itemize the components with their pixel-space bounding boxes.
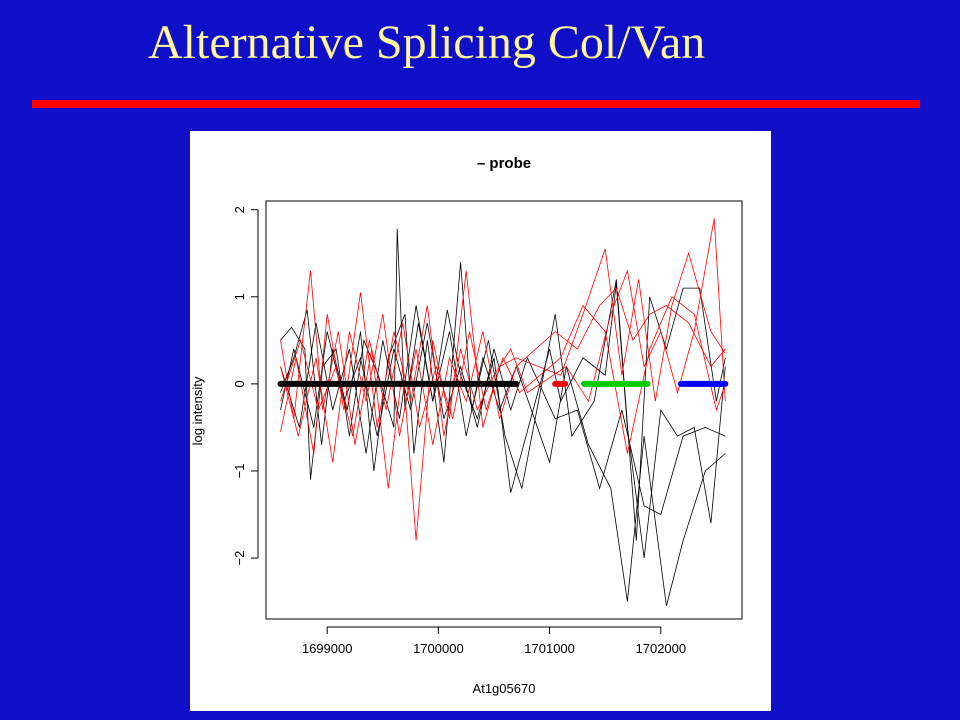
series-line-1 <box>280 228 726 559</box>
series-line-5 <box>280 248 726 541</box>
chart-title: – probe <box>477 155 531 172</box>
x-axis-label: At1g05670 <box>473 681 536 696</box>
y-tick-label: 1 <box>232 293 247 300</box>
x-tick-label: 1702000 <box>636 641 687 656</box>
x-tick-label: 1699000 <box>302 641 353 656</box>
y-tick-label: −1 <box>232 464 247 479</box>
title-rule <box>32 100 920 108</box>
series-line-6 <box>280 218 726 454</box>
series-line-4 <box>280 322 726 516</box>
plot-panel: – probe 1699000 1700000 1701000 1702000 −2−… <box>190 131 771 711</box>
intensity-chart: – probe 1699000 1700000 1701000 1702000 −2−… <box>190 155 743 696</box>
x-axis: 1699000 1700000 1701000 1702000 <box>302 626 687 656</box>
x-tick-label: 1701000 <box>524 641 575 656</box>
x-tick-label: 1700000 <box>413 641 464 656</box>
slide-title: Alternative Splicing Col/Van <box>148 16 706 69</box>
y-axis: −2 −1 0 1 2 <box>232 206 259 566</box>
series-layer <box>280 218 726 606</box>
y-tick-label: 2 <box>232 206 247 213</box>
y-tick-label: 0 <box>232 380 247 387</box>
series-line-8 <box>280 296 726 454</box>
series-line-7 <box>280 287 726 463</box>
plot-frame <box>265 200 743 620</box>
y-tick-label: −2 <box>232 551 247 566</box>
y-axis-label: log intensity <box>190 376 205 445</box>
series-line-3 <box>280 305 726 606</box>
